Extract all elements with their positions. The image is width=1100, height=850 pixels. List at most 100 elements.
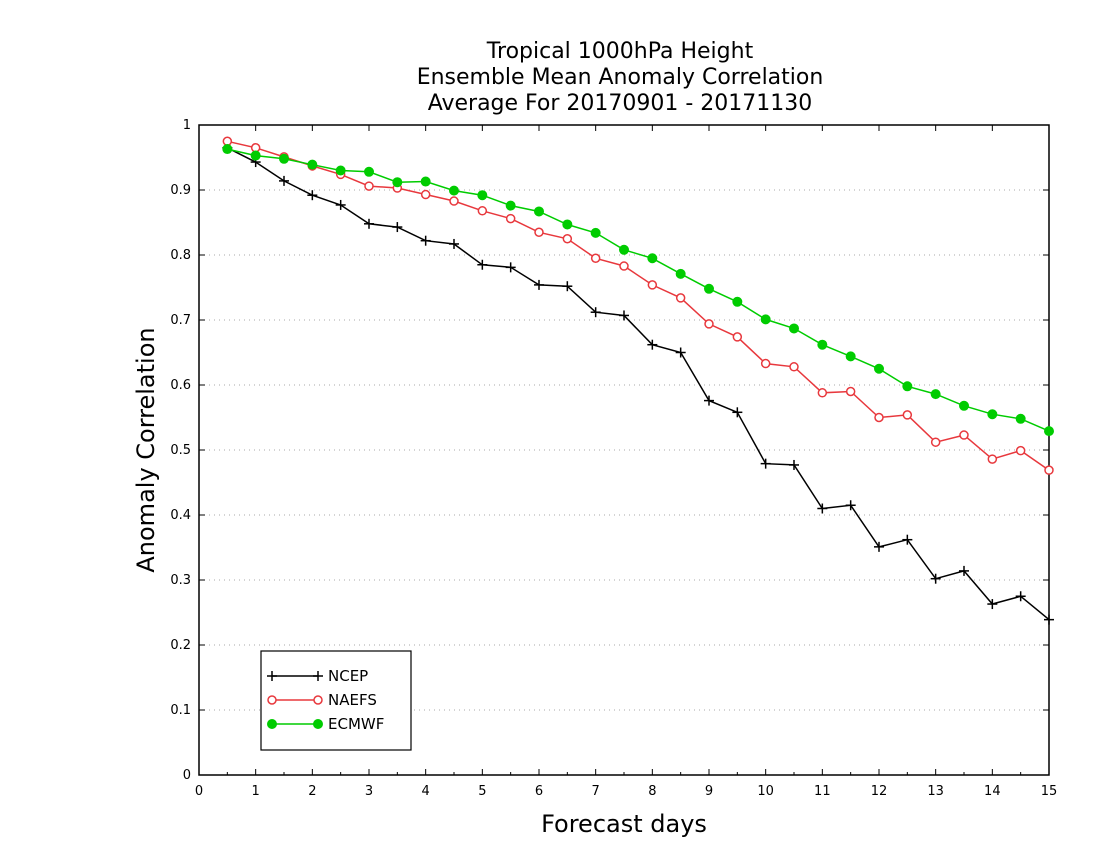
data-point-ncep [930, 573, 941, 584]
y-tick-label: 0.5 [170, 443, 191, 458]
y-tick-label: 0.2 [170, 638, 191, 653]
data-point-naefs [732, 332, 743, 342]
x-tick-label: 2 [308, 784, 316, 799]
x-tick-label: 1 [252, 784, 260, 799]
open-circle-marker [313, 695, 323, 705]
data-point-ecmwf [250, 150, 261, 161]
data-point-ecmwf [675, 268, 686, 279]
data-point-naefs [902, 410, 913, 420]
data-point-ncep [704, 395, 714, 406]
series-line-ncep [226, 147, 1050, 621]
y-tick-label: 0.6 [170, 378, 191, 393]
series-layer [222, 136, 1054, 625]
data-point-ecmwf [307, 159, 318, 170]
data-point-ncep [675, 347, 686, 358]
data-point-ecmwf [420, 176, 431, 187]
data-point-ecmwf [647, 253, 658, 264]
legend-item-ncep: NCEP [267, 667, 368, 685]
x-tick-label: 9 [705, 784, 713, 799]
data-point-naefs [987, 454, 998, 464]
data-point-ecmwf [930, 389, 941, 400]
data-point-ecmwf [562, 219, 573, 230]
data-point-naefs [760, 358, 771, 369]
data-point-ecmwf [222, 144, 233, 155]
data-point-ncep [959, 565, 969, 576]
data-point-ncep [987, 599, 998, 610]
data-point-ncep [817, 503, 828, 514]
legend: NCEP NAEFS ECMWF [260, 650, 412, 751]
filled-circle-marker [313, 719, 323, 729]
data-point-ecmwf [619, 244, 629, 255]
open-circle-marker [267, 695, 277, 705]
y-tick-label: 0 [183, 768, 191, 783]
data-point-ecmwf [959, 400, 969, 411]
data-point-naefs [505, 213, 516, 224]
x-tick-label: 3 [365, 784, 373, 799]
y-axis-label: Anomaly Correlation [132, 327, 160, 572]
data-point-naefs [477, 206, 488, 216]
data-point-ecmwf [279, 153, 289, 164]
data-point-naefs [959, 430, 969, 440]
data-point-ncep [335, 199, 346, 210]
x-tick-label: 4 [422, 784, 430, 799]
filled-circle-marker [267, 719, 277, 729]
data-point-naefs [930, 437, 941, 447]
data-point-ecmwf [590, 227, 601, 238]
y-tick-label: 0.7 [170, 313, 191, 328]
data-point-naefs [449, 196, 459, 206]
data-point-ncep [392, 222, 403, 233]
plus-marker [267, 671, 277, 681]
x-tick-label: 6 [535, 784, 543, 799]
data-point-ncep [647, 339, 658, 350]
data-point-ecmwf [1015, 413, 1026, 424]
series-ncep [222, 142, 1054, 625]
series-line-ecmwf [227, 148, 1050, 432]
data-point-ncep [874, 541, 884, 552]
x-tick-label: 5 [478, 784, 486, 799]
data-point-ncep [789, 459, 799, 470]
series-ecmwf [222, 144, 1054, 437]
data-point-naefs [789, 362, 799, 372]
data-point-ncep [449, 238, 459, 249]
x-tick-label: 0 [195, 784, 203, 799]
series-line-naefs [227, 140, 1050, 471]
data-point-ncep [420, 235, 431, 246]
data-point-ecmwf [704, 283, 714, 294]
x-tick-label: 12 [871, 784, 888, 799]
data-point-naefs [704, 319, 714, 329]
data-point-ncep [732, 407, 743, 418]
data-point-ncep [1044, 614, 1054, 625]
data-point-ncep [307, 190, 318, 201]
legend-label: ECMWF [328, 715, 384, 733]
data-point-ecmwf [732, 296, 743, 307]
data-point-ncep [590, 307, 601, 318]
data-point-ncep [505, 262, 516, 273]
data-point-ecmwf [817, 339, 828, 350]
y-tick-label: 0.4 [170, 508, 191, 523]
data-point-naefs [1015, 445, 1026, 456]
data-point-ecmwf [505, 200, 516, 211]
data-point-ncep [477, 259, 488, 270]
x-tick-label: 7 [592, 784, 600, 799]
y-axis-ticks: 0 0.1 0.2 0.3 0.4 0.5 0.6 0.7 0.8 0.9 1 [170, 118, 1049, 783]
data-point-ecmwf [449, 185, 459, 196]
data-point-ecmwf [874, 363, 884, 374]
x-tick-label: 10 [757, 784, 774, 799]
x-tick-label: 8 [648, 784, 656, 799]
plus-marker [313, 671, 323, 681]
data-point-naefs [647, 280, 658, 290]
title-line-2: Ensemble Mean Anomaly Correlation [417, 65, 824, 90]
series-naefs [222, 136, 1054, 475]
legend-label: NAEFS [328, 691, 377, 709]
data-point-ecmwf [477, 190, 488, 201]
title-line-3: Average For 20170901 - 20171130 [428, 91, 813, 116]
data-point-naefs [619, 261, 629, 271]
data-point-naefs [364, 181, 374, 191]
data-point-ncep [279, 175, 289, 186]
y-tick-label: 0.9 [170, 183, 191, 198]
data-point-ncep [760, 458, 771, 469]
title-line-1: Tropical 1000hPa Height [486, 39, 754, 64]
data-point-ncep [619, 310, 629, 321]
data-point-naefs [675, 293, 686, 303]
